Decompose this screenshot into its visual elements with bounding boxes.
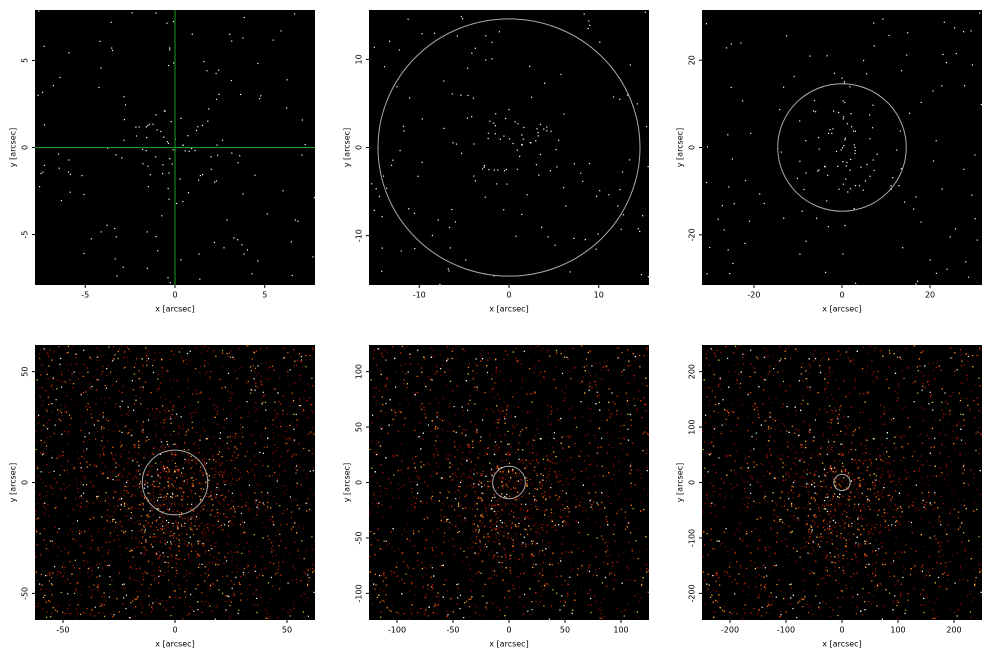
- y-axis-label: y [arcsec]: [676, 463, 685, 502]
- panel: -5 0 5 -5 0 5 x [arcsec] y [arcsec]: [9, 10, 315, 314]
- aperture-circle: [377, 18, 641, 277]
- x-tick-label: 5: [262, 291, 267, 300]
- y-axis-label: y [arcsec]: [9, 463, 18, 502]
- x-tick-label: -50: [446, 626, 459, 635]
- x-tick-label: 0: [172, 626, 177, 635]
- aperture-circle: [833, 473, 851, 492]
- image-pixels: [702, 345, 982, 620]
- panel: -20 0 20 -20 0 20 x [arcsec] y [arcsec]: [676, 10, 982, 314]
- panel: -10 0 10 -10 0 10 x [arcsec] y [arcsec]: [343, 10, 649, 314]
- x-tick-label: 0: [172, 291, 177, 300]
- x-tick-label: 20: [925, 291, 935, 300]
- y-tick-label: 0: [355, 145, 364, 150]
- x-axis-label: x [arcsec]: [489, 305, 528, 314]
- image-pixels: [705, 12, 982, 285]
- x-axis-label: x [arcsec]: [489, 640, 528, 649]
- image-pixels: [35, 345, 315, 621]
- aperture-circle: [141, 449, 209, 516]
- x-tick-label: 0: [506, 291, 511, 300]
- panel: -50 0 50 -50 0 50 x [arcsec] y [arcsec]: [9, 345, 315, 649]
- y-axis-label: y [arcsec]: [343, 128, 352, 167]
- y-tick-label: 0: [688, 145, 697, 150]
- x-axis-label: x [arcsec]: [155, 640, 194, 649]
- y-tick-label: 0: [21, 480, 30, 485]
- y-tick-label: -200: [688, 584, 697, 602]
- y-tick-label: -50: [21, 587, 30, 600]
- y-tick-label: -10: [355, 229, 364, 242]
- x-axis-label: x [arcsec]: [822, 305, 861, 314]
- y-tick-label: -100: [688, 529, 697, 547]
- y-tick-label: 20: [688, 55, 697, 65]
- image-pixels: [371, 11, 649, 286]
- x-axis-label: x [arcsec]: [822, 640, 861, 649]
- x-tick-label: -100: [388, 626, 406, 635]
- y-tick-label: -5: [21, 231, 30, 239]
- x-tick-label: -5: [81, 291, 89, 300]
- y-tick-label: 0: [355, 480, 364, 485]
- y-axis-label: y [arcsec]: [343, 463, 352, 502]
- image-background: [369, 10, 649, 285]
- image-pixels: [369, 345, 649, 620]
- y-tick-label: 0: [21, 145, 30, 150]
- y-axis-label: y [arcsec]: [9, 128, 18, 167]
- x-tick-label: -20: [747, 291, 760, 300]
- y-tick-label: 50: [21, 367, 30, 377]
- image-pixels: [37, 10, 315, 284]
- y-tick-label: 10: [355, 54, 364, 64]
- y-tick-label: 200: [688, 364, 697, 379]
- x-axis-label: x [arcsec]: [155, 305, 194, 314]
- x-tick-label: -10: [413, 291, 426, 300]
- y-tick-label: -20: [688, 228, 697, 241]
- y-tick-label: 5: [21, 58, 30, 63]
- y-tick-label: 100: [355, 364, 364, 379]
- x-tick-label: 50: [282, 626, 292, 635]
- x-tick-label: 0: [506, 626, 511, 635]
- x-tick-label: -50: [56, 626, 69, 635]
- x-tick-label: -100: [777, 626, 795, 635]
- y-tick-label: 0: [688, 480, 697, 485]
- x-tick-label: 0: [839, 626, 844, 635]
- x-tick-label: 0: [839, 291, 844, 300]
- x-tick-label: 100: [613, 626, 628, 635]
- x-tick-label: 50: [560, 626, 570, 635]
- panel: -100 -50 0 50 100 -100 -50 0 50 100 x [arcsec] y [a…: [343, 345, 649, 649]
- aperture-circle: [492, 465, 526, 500]
- y-tick-label: -100: [355, 584, 364, 602]
- aperture-circle: [777, 83, 907, 212]
- x-tick-label: 100: [890, 626, 905, 635]
- y-axis-label: y [arcsec]: [676, 128, 685, 167]
- panel: -200 -100 0 100 200 -200 -100 0 100 200 x [arcsec]…: [676, 345, 982, 649]
- y-tick-label: -50: [355, 531, 364, 544]
- y-tick-label: 50: [355, 422, 364, 432]
- x-tick-label: 200: [946, 626, 961, 635]
- x-tick-label: 10: [594, 291, 604, 300]
- y-tick-label: 100: [688, 419, 697, 434]
- x-tick-label: -200: [721, 626, 739, 635]
